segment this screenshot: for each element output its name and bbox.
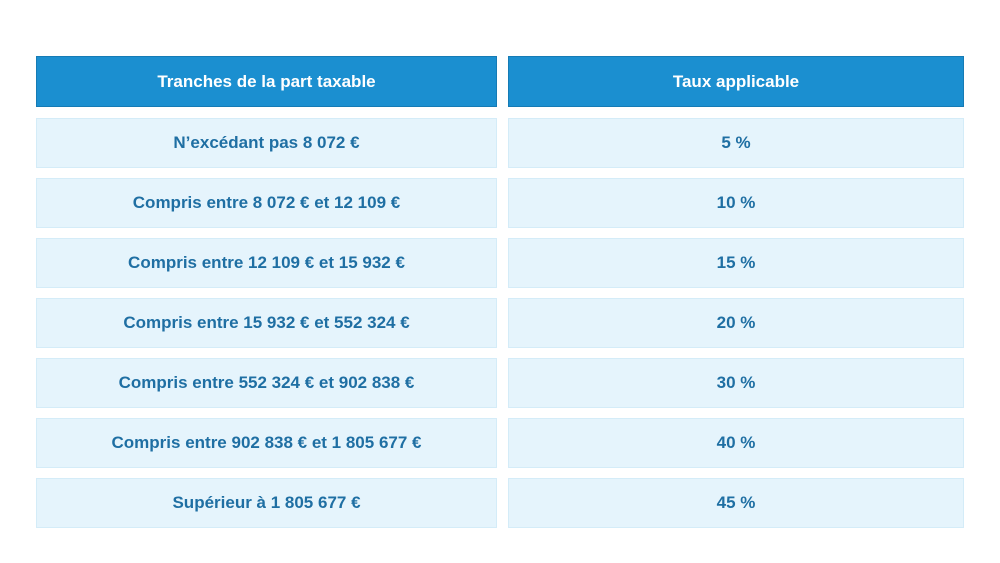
rate-cell: 30 % [508, 358, 964, 408]
rate-cell: 45 % [508, 478, 964, 528]
table-row: Compris entre 12 109 € et 15 932 € 15 % [36, 238, 964, 288]
rate-cell: 40 % [508, 418, 964, 468]
bracket-cell: Compris entre 8 072 € et 12 109 € [36, 178, 497, 228]
table-header-row: Tranches de la part taxable Taux applica… [36, 56, 964, 107]
header-brackets: Tranches de la part taxable [36, 56, 497, 107]
table-row: Compris entre 8 072 € et 12 109 € 10 % [36, 178, 964, 228]
bracket-cell: N’excédant pas 8 072 € [36, 118, 497, 168]
bracket-cell: Compris entre 552 324 € et 902 838 € [36, 358, 497, 408]
bracket-cell: Supérieur à 1 805 677 € [36, 478, 497, 528]
header-rate: Taux applicable [508, 56, 964, 107]
table-row: Compris entre 15 932 € et 552 324 € 20 % [36, 298, 964, 348]
table-row: Compris entre 552 324 € et 902 838 € 30 … [36, 358, 964, 408]
rate-cell: 5 % [508, 118, 964, 168]
tax-bracket-table: Tranches de la part taxable Taux applica… [36, 56, 964, 538]
table-row: Compris entre 902 838 € et 1 805 677 € 4… [36, 418, 964, 468]
bracket-cell: Compris entre 12 109 € et 15 932 € [36, 238, 497, 288]
bracket-cell: Compris entre 15 932 € et 552 324 € [36, 298, 497, 348]
bracket-cell: Compris entre 902 838 € et 1 805 677 € [36, 418, 497, 468]
table-row: Supérieur à 1 805 677 € 45 % [36, 478, 964, 528]
rate-cell: 15 % [508, 238, 964, 288]
rate-cell: 10 % [508, 178, 964, 228]
rate-cell: 20 % [508, 298, 964, 348]
table-row: N’excédant pas 8 072 € 5 % [36, 118, 964, 168]
